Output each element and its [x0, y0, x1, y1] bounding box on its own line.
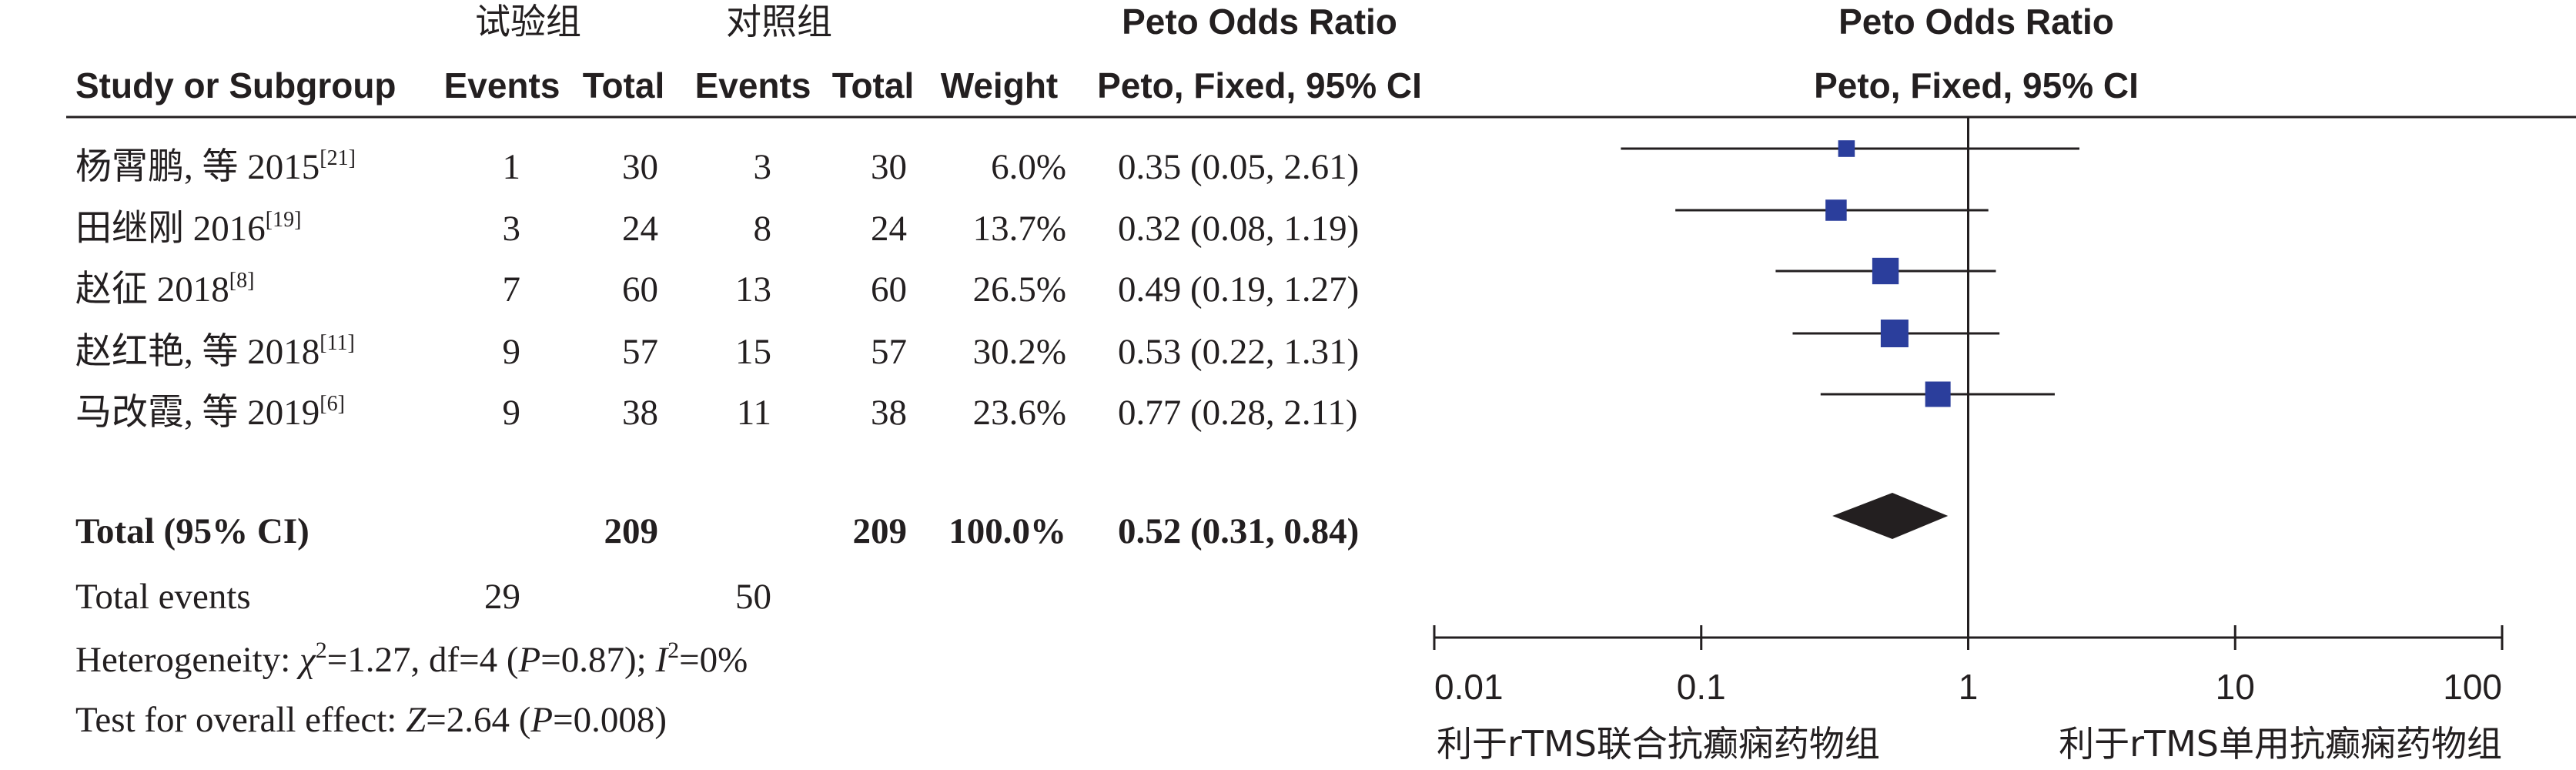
study-ctl-events: 8	[754, 209, 772, 249]
study-exp-total: 30	[622, 147, 658, 187]
pooled-effect-diamond	[1832, 493, 1949, 539]
heterogeneity-text: Heterogeneity: χ2=1.27, df=4 (P=0.87); I…	[75, 638, 748, 680]
effect-marker	[1925, 381, 1951, 407]
study-ctl-events: 3	[754, 147, 772, 187]
effect-marker	[1825, 199, 1847, 221]
study-name: 马改霞, 等 2019[6]	[75, 392, 345, 433]
study-ctl-total: 24	[871, 209, 907, 249]
control-group-header: 对照组	[726, 1, 832, 42]
study-name: 赵征 2018[8]	[75, 269, 254, 310]
study-weight: 23.6%	[973, 393, 1066, 433]
effect-marker	[1838, 140, 1855, 157]
total-events-ctl: 50	[735, 577, 771, 617]
study-name: 赵红艳, 等 2018[11]	[75, 331, 355, 372]
total-events-exp: 29	[484, 577, 520, 617]
x-tick-label: 100	[2443, 667, 2502, 707]
ctl-events-header: Events	[695, 65, 811, 105]
overall-effect-text: Test for overall effect: Z=2.64 (P=0.008…	[75, 700, 667, 740]
study-name: 田继刚 2016[19]	[75, 208, 301, 249]
total-ctl-total: 209	[853, 511, 908, 551]
favours-right-label: 利于rTMS单用抗癫痫药物组	[2059, 723, 2502, 765]
study-weight: 26.5%	[973, 270, 1066, 310]
x-tick-label: 0.01	[1434, 667, 1504, 707]
x-tick-label: 1	[1959, 667, 1979, 707]
or-method-header: Peto, Fixed, 95% CI	[1097, 65, 1422, 105]
x-axis-ticks: 0.01 0.1 1 10 100	[1433, 625, 2504, 707]
weight-header: Weight	[941, 65, 1058, 105]
study-column-header: Study or Subgroup	[75, 65, 396, 105]
study-ctl-total: 60	[871, 270, 907, 310]
favours-left-label: 利于rTMS联合抗癫痫药物组	[1437, 723, 1880, 765]
study-exp-total: 38	[622, 393, 658, 433]
study-weight: 6.0%	[991, 147, 1066, 187]
study-ctl-events: 13	[735, 270, 771, 310]
study-ctl-total: 38	[871, 393, 907, 433]
study-exp-events: 1	[503, 147, 521, 187]
study-name: 杨霄鹏, 等 2015[21]	[75, 146, 356, 187]
experimental-group-header: 试验组	[475, 1, 581, 42]
or-column-title: Peto Odds Ratio	[1122, 2, 1397, 42]
study-exp-events: 9	[503, 393, 521, 433]
study-exp-events: 3	[503, 209, 521, 249]
study-ci: 0.35 (0.05, 2.61)	[1118, 147, 1359, 187]
study-ctl-events: 15	[735, 332, 771, 372]
study-ci: 0.77 (0.28, 2.11)	[1118, 393, 1358, 433]
effect-marker	[1872, 257, 1899, 285]
confidence-intervals	[1621, 140, 2079, 407]
study-ctl-total: 57	[871, 332, 907, 372]
study-ci: 0.49 (0.19, 1.27)	[1118, 270, 1359, 310]
total-events-label: Total events	[75, 577, 251, 617]
plot-title: Peto Odds Ratio	[1838, 2, 2114, 42]
study-exp-total: 60	[622, 270, 658, 310]
study-rows: 杨霄鹏, 等 2015[21] 1 30 3 30 6.0% 0.35 (0.05, 2.6…	[75, 146, 1359, 433]
total-label: Total (95% CI)	[75, 511, 309, 551]
study-exp-total: 24	[622, 209, 658, 249]
total-ci: 0.52 (0.31, 0.84)	[1118, 511, 1359, 551]
plot-method: Peto, Fixed, 95% CI	[1814, 65, 2139, 105]
total-weight: 100.0%	[948, 511, 1066, 551]
exp-total-header: Total	[583, 65, 664, 105]
exp-events-header: Events	[444, 65, 560, 105]
study-ctl-events: 11	[737, 393, 771, 433]
study-weight: 30.2%	[973, 332, 1066, 372]
study-exp-total: 57	[622, 332, 658, 372]
plot-area: 0.01 0.1 1 10 100	[1433, 117, 2504, 707]
study-ci: 0.32 (0.08, 1.19)	[1118, 209, 1359, 249]
study-exp-events: 9	[503, 332, 521, 372]
study-ctl-total: 30	[871, 147, 907, 187]
study-weight: 13.7%	[973, 209, 1066, 249]
study-exp-events: 7	[503, 270, 521, 310]
total-exp-total: 209	[604, 511, 659, 551]
effect-marker	[1880, 320, 1909, 347]
x-tick-label: 10	[2216, 667, 2255, 707]
study-ci: 0.53 (0.22, 1.31)	[1118, 332, 1359, 372]
ctl-total-header: Total	[832, 65, 914, 105]
x-tick-label: 0.1	[1677, 667, 1726, 707]
